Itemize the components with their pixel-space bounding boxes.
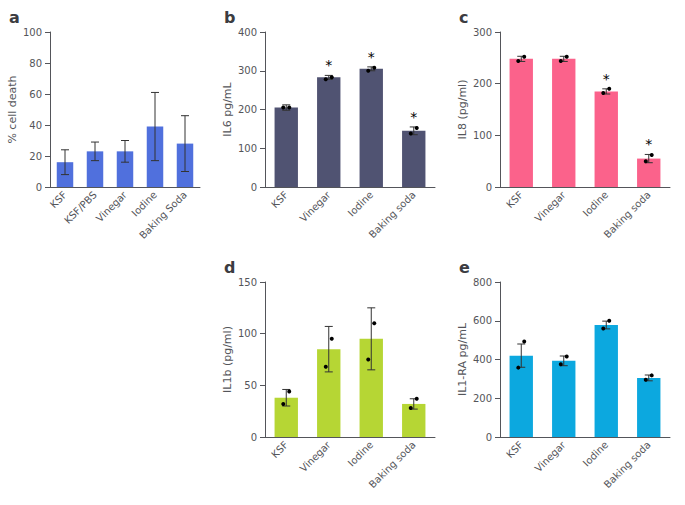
svg-text:c: c <box>459 8 468 27</box>
svg-text:Vinegar: Vinegar <box>298 438 334 474</box>
svg-text:200: 200 <box>473 393 492 404</box>
svg-text:Baking Soda: Baking Soda <box>137 189 189 241</box>
svg-text:% cell death: % cell death <box>6 75 19 143</box>
svg-text:Iodine: Iodine <box>581 439 610 468</box>
svg-text:Iodine: Iodine <box>346 439 375 468</box>
svg-text:Baking soda: Baking soda <box>602 439 653 490</box>
svg-text:400: 400 <box>473 354 492 365</box>
svg-text:0: 0 <box>251 432 257 443</box>
svg-text:*: * <box>325 57 332 73</box>
svg-text:300: 300 <box>473 27 492 38</box>
svg-text:IL6 pg/mL: IL6 pg/mL <box>221 81 234 136</box>
svg-text:IL1b (pg/ml): IL1b (pg/ml) <box>221 326 234 393</box>
svg-text:50: 50 <box>244 380 257 391</box>
svg-text:Vinegar: Vinegar <box>94 188 130 224</box>
svg-text:40: 40 <box>29 120 42 131</box>
svg-text:e: e <box>459 258 470 277</box>
svg-text:60: 60 <box>29 89 42 100</box>
svg-text:b: b <box>224 8 235 27</box>
svg-text:Iodine: Iodine <box>581 189 610 218</box>
svg-text:KSF: KSF <box>504 189 525 210</box>
svg-text:IL8 (pg/ml): IL8 (pg/ml) <box>456 80 469 140</box>
svg-text:100: 100 <box>23 27 42 38</box>
svg-text:*: * <box>410 109 417 125</box>
svg-text:*: * <box>645 136 652 152</box>
svg-text:*: * <box>603 71 610 87</box>
svg-text:150: 150 <box>238 277 257 288</box>
svg-text:Baking soda: Baking soda <box>602 189 653 240</box>
svg-text:0: 0 <box>486 432 492 443</box>
svg-text:100: 100 <box>238 143 257 154</box>
svg-text:KSF: KSF <box>269 439 290 460</box>
svg-text:IL1-RA pg/mL: IL1-RA pg/mL <box>456 322 469 396</box>
svg-text:800: 800 <box>473 277 492 288</box>
svg-text:KSF: KSF <box>48 189 69 210</box>
svg-text:Iodine: Iodine <box>129 189 158 218</box>
svg-text:0: 0 <box>251 182 257 193</box>
svg-text:200: 200 <box>473 78 492 89</box>
svg-text:80: 80 <box>29 58 42 69</box>
svg-text:Vinegar: Vinegar <box>533 438 569 474</box>
svg-text:Iodine: Iodine <box>346 189 375 218</box>
svg-text:d: d <box>224 258 235 277</box>
svg-text:*: * <box>368 49 375 65</box>
svg-text:0: 0 <box>486 182 492 193</box>
svg-text:a: a <box>9 8 20 27</box>
svg-text:Vinegar: Vinegar <box>533 188 569 224</box>
svg-text:100: 100 <box>238 328 257 339</box>
svg-text:400: 400 <box>238 27 257 38</box>
svg-text:20: 20 <box>29 151 42 162</box>
svg-text:Vinegar: Vinegar <box>298 188 334 224</box>
svg-text:200: 200 <box>238 104 257 115</box>
svg-text:0: 0 <box>36 182 42 193</box>
svg-text:Baking soda: Baking soda <box>367 439 418 490</box>
svg-text:100: 100 <box>473 130 492 141</box>
svg-text:600: 600 <box>473 315 492 326</box>
svg-text:300: 300 <box>238 65 257 76</box>
svg-text:KSF/PBS: KSF/PBS <box>62 189 99 226</box>
svg-text:Baking soda: Baking soda <box>367 189 418 240</box>
svg-text:KSF: KSF <box>504 439 525 460</box>
svg-text:KSF: KSF <box>269 189 290 210</box>
